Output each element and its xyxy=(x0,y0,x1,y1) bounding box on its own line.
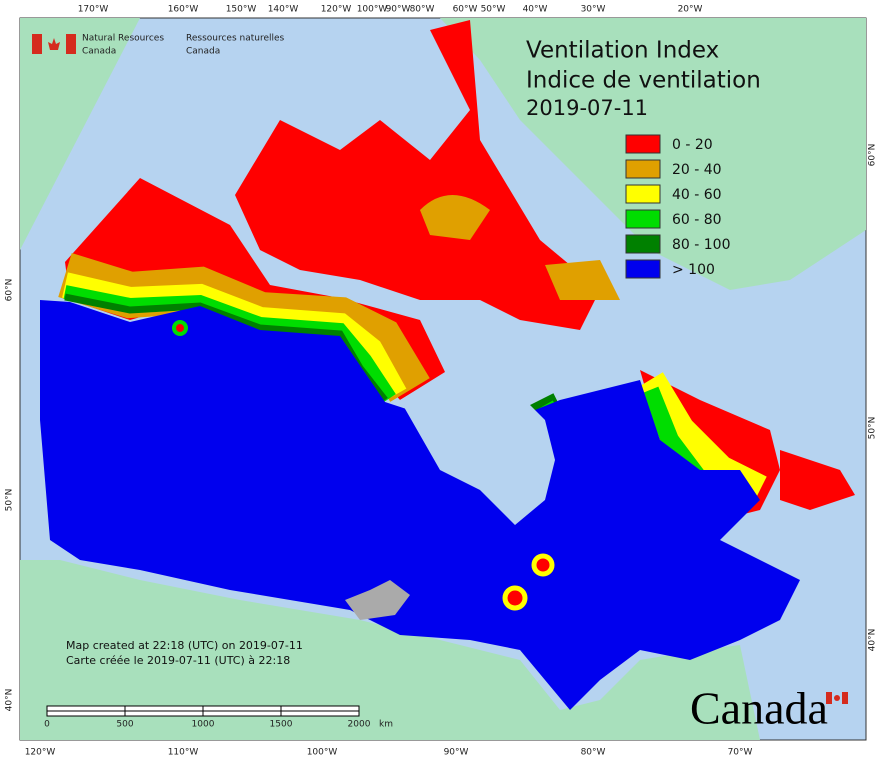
graticule-label: 110°W xyxy=(168,748,199,758)
logo xyxy=(32,34,76,54)
graticule-label: 30°W xyxy=(581,5,606,15)
wordmark: Canada xyxy=(690,683,828,734)
scale-segment xyxy=(46,710,126,717)
graticule-label: 100°W xyxy=(357,5,388,15)
graticule-label: 120°W xyxy=(321,5,352,15)
scale-segment xyxy=(202,705,282,712)
scale-segment xyxy=(124,705,204,712)
legend-label: 40 - 60 xyxy=(672,187,722,203)
note: Carte créée le 2019-07-11 (UTC) à 22:18 xyxy=(66,654,290,667)
scale-unit: km xyxy=(379,720,393,730)
graticule-label: 40°N xyxy=(868,629,878,652)
scale-label: 0 xyxy=(44,720,50,730)
legend-swatch xyxy=(625,184,661,204)
legend-swatch xyxy=(625,159,661,179)
graticule-label: 60°N xyxy=(868,144,878,167)
scale-segment xyxy=(46,705,126,712)
scale-label: 1500 xyxy=(270,720,293,730)
scale-segment xyxy=(202,710,282,717)
legend-label: 80 - 100 xyxy=(672,237,731,253)
basemap xyxy=(20,18,866,740)
graticule-label: 40°W xyxy=(523,5,548,15)
country-en: Canada xyxy=(82,47,116,57)
graticule-label: 140°W xyxy=(268,5,299,15)
legend-label: > 100 xyxy=(672,262,715,278)
date: 2019-07-11 xyxy=(526,96,648,120)
title-fr: Indice de ventilation xyxy=(526,68,761,94)
legend-label: 60 - 80 xyxy=(672,212,722,228)
note: Map created at 22:18 (UTC) on 2019-07-11 xyxy=(66,639,303,652)
legend-swatch xyxy=(625,234,661,254)
wordmark-flag xyxy=(826,692,848,704)
scale-segment xyxy=(280,710,360,717)
legend-swatch xyxy=(625,209,661,229)
agency-en: Natural Resources xyxy=(82,34,164,44)
title: Ventilation Index xyxy=(526,38,719,64)
scale-segment xyxy=(280,705,360,712)
graticule-label: 50°N xyxy=(5,489,15,512)
graticule-label: 100°W xyxy=(307,748,338,758)
agency-fr: Ressources naturelles xyxy=(186,34,285,44)
graticule-label: 50°N xyxy=(868,417,878,440)
graticule-label: 50°W xyxy=(481,5,506,15)
graticule-label: 160°W xyxy=(168,5,199,15)
graticule-label: 80°W xyxy=(581,748,606,758)
graticule-label: 20°W xyxy=(678,5,703,15)
country-fr: Canada xyxy=(186,47,220,57)
legend-swatch xyxy=(625,134,661,154)
legend-swatch xyxy=(625,259,661,279)
graticule-label: 60°W xyxy=(453,5,478,15)
graticule-label: 120°W xyxy=(25,748,56,758)
graticule-label: 90°W xyxy=(386,5,411,15)
graticule-label: 90°W xyxy=(444,748,469,758)
graticule-label: 80°W xyxy=(410,5,435,15)
scale-segment xyxy=(124,710,204,717)
legend-label: 0 - 20 xyxy=(672,137,713,153)
graticule-label: 170°W xyxy=(78,5,109,15)
legend-label: 20 - 40 xyxy=(672,162,722,178)
graticule-label: 70°W xyxy=(728,748,753,758)
scale-label: 2000 xyxy=(348,720,371,730)
graticule-label: 150°W xyxy=(226,5,257,15)
scale-label: 1000 xyxy=(192,720,215,730)
scale-label: 500 xyxy=(116,720,133,730)
graticule-label: 60°N xyxy=(5,279,15,302)
graticule-label: 40°N xyxy=(5,689,15,712)
